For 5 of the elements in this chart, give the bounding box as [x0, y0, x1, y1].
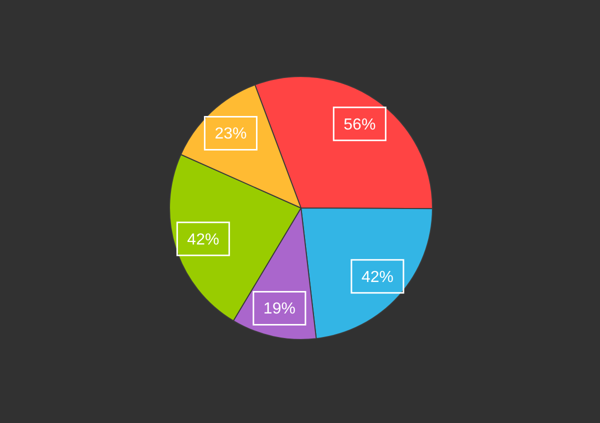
data-label: 19% — [263, 300, 296, 318]
data-label: 42% — [187, 231, 220, 248]
data-label: 56% — [344, 116, 376, 134]
data-label: 42% — [361, 268, 394, 286]
data-label: 23% — [214, 126, 247, 143]
